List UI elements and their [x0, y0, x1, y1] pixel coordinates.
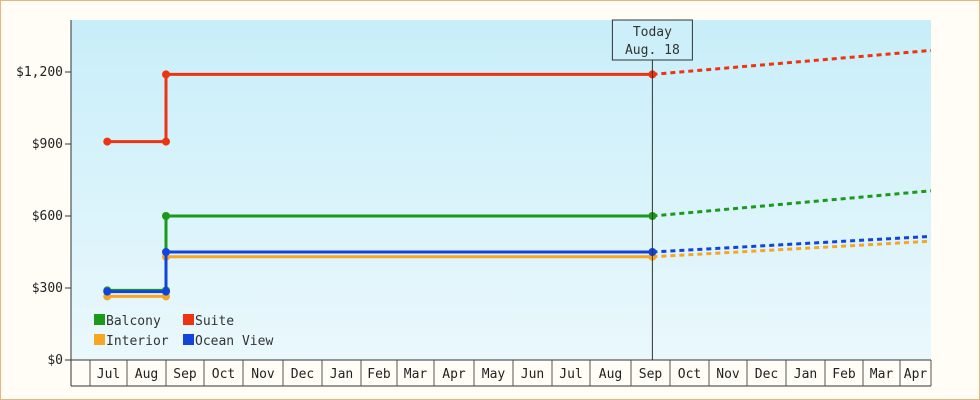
plot-area	[71, 20, 931, 360]
series-line-ocean-view	[107, 250, 653, 294]
legend-swatch-interior	[94, 334, 105, 345]
legend-swatch-balcony	[94, 314, 105, 325]
legend-label-balcony: Balcony	[106, 314, 161, 329]
today-callout-date: Aug. 18	[625, 43, 680, 58]
y-tick-label: $0	[47, 353, 63, 368]
month-label: Oct	[678, 367, 701, 382]
month-label: Jan	[330, 367, 353, 382]
month-label: Oct	[212, 367, 235, 382]
month-label: Feb	[367, 367, 391, 382]
y-tick-label: $300	[32, 281, 63, 296]
legend-label-suite: Suite	[195, 314, 234, 329]
forecast-line-balcony	[652, 189, 932, 218]
month-label: Aug	[135, 367, 158, 382]
y-axis: $0 $300 $600 $900 $1,200	[16, 20, 72, 386]
y-tick-label: $1,200	[16, 65, 63, 80]
series-line-suite	[107, 72, 653, 144]
month-label: Dec	[755, 367, 778, 382]
month-label: May	[482, 367, 506, 382]
forecast-line-interior	[652, 239, 932, 259]
data-point-suite	[103, 137, 112, 146]
month-label: Nov	[251, 367, 275, 382]
month-label: Apr	[442, 367, 466, 382]
month-label: Jul	[559, 367, 582, 382]
y-tick-label: $600	[32, 209, 63, 224]
month-label: Mar	[870, 367, 894, 382]
month-label: Mar	[404, 367, 428, 382]
data-point-suite	[162, 70, 170, 79]
month-label: Sep	[639, 367, 663, 382]
x-axis: Jul Aug Sep Oct Nov Dec Jan Feb Mar Apr May Jun Jul A…	[71, 359, 932, 387]
legend-swatch-ocean-view	[183, 334, 194, 345]
month-label: Sep	[173, 367, 197, 382]
today-marker: Today Aug. 18	[611, 19, 693, 360]
legend: Balcony Suite Interior Ocean View	[94, 314, 273, 349]
data-point-ocean-view	[103, 287, 112, 296]
month-label: Feb	[832, 367, 856, 382]
month-label: Nov	[716, 367, 740, 382]
forecast-line-ocean-view	[652, 234, 932, 254]
data-point-ocean-view	[162, 248, 170, 256]
legend-swatch-suite	[183, 314, 194, 325]
data-point-balcony	[162, 212, 170, 220]
legend-label-interior: Interior	[106, 334, 169, 349]
month-label: Jan	[794, 367, 817, 382]
data-point-suite	[162, 137, 170, 146]
series-layer	[103, 48, 932, 301]
month-label: Jun	[521, 367, 544, 382]
month-label: Dec	[291, 367, 314, 382]
month-label: Jul	[97, 367, 120, 382]
data-point-ocean-view	[162, 287, 170, 296]
month-label: Aug	[599, 367, 622, 382]
today-callout-box	[611, 19, 693, 61]
forecast-line-suite	[652, 48, 932, 76]
today-callout-title: Today	[633, 25, 672, 40]
month-label: Apr	[904, 367, 928, 382]
y-tick-label: $900	[32, 137, 63, 152]
legend-label-ocean-view: Ocean View	[195, 334, 273, 349]
